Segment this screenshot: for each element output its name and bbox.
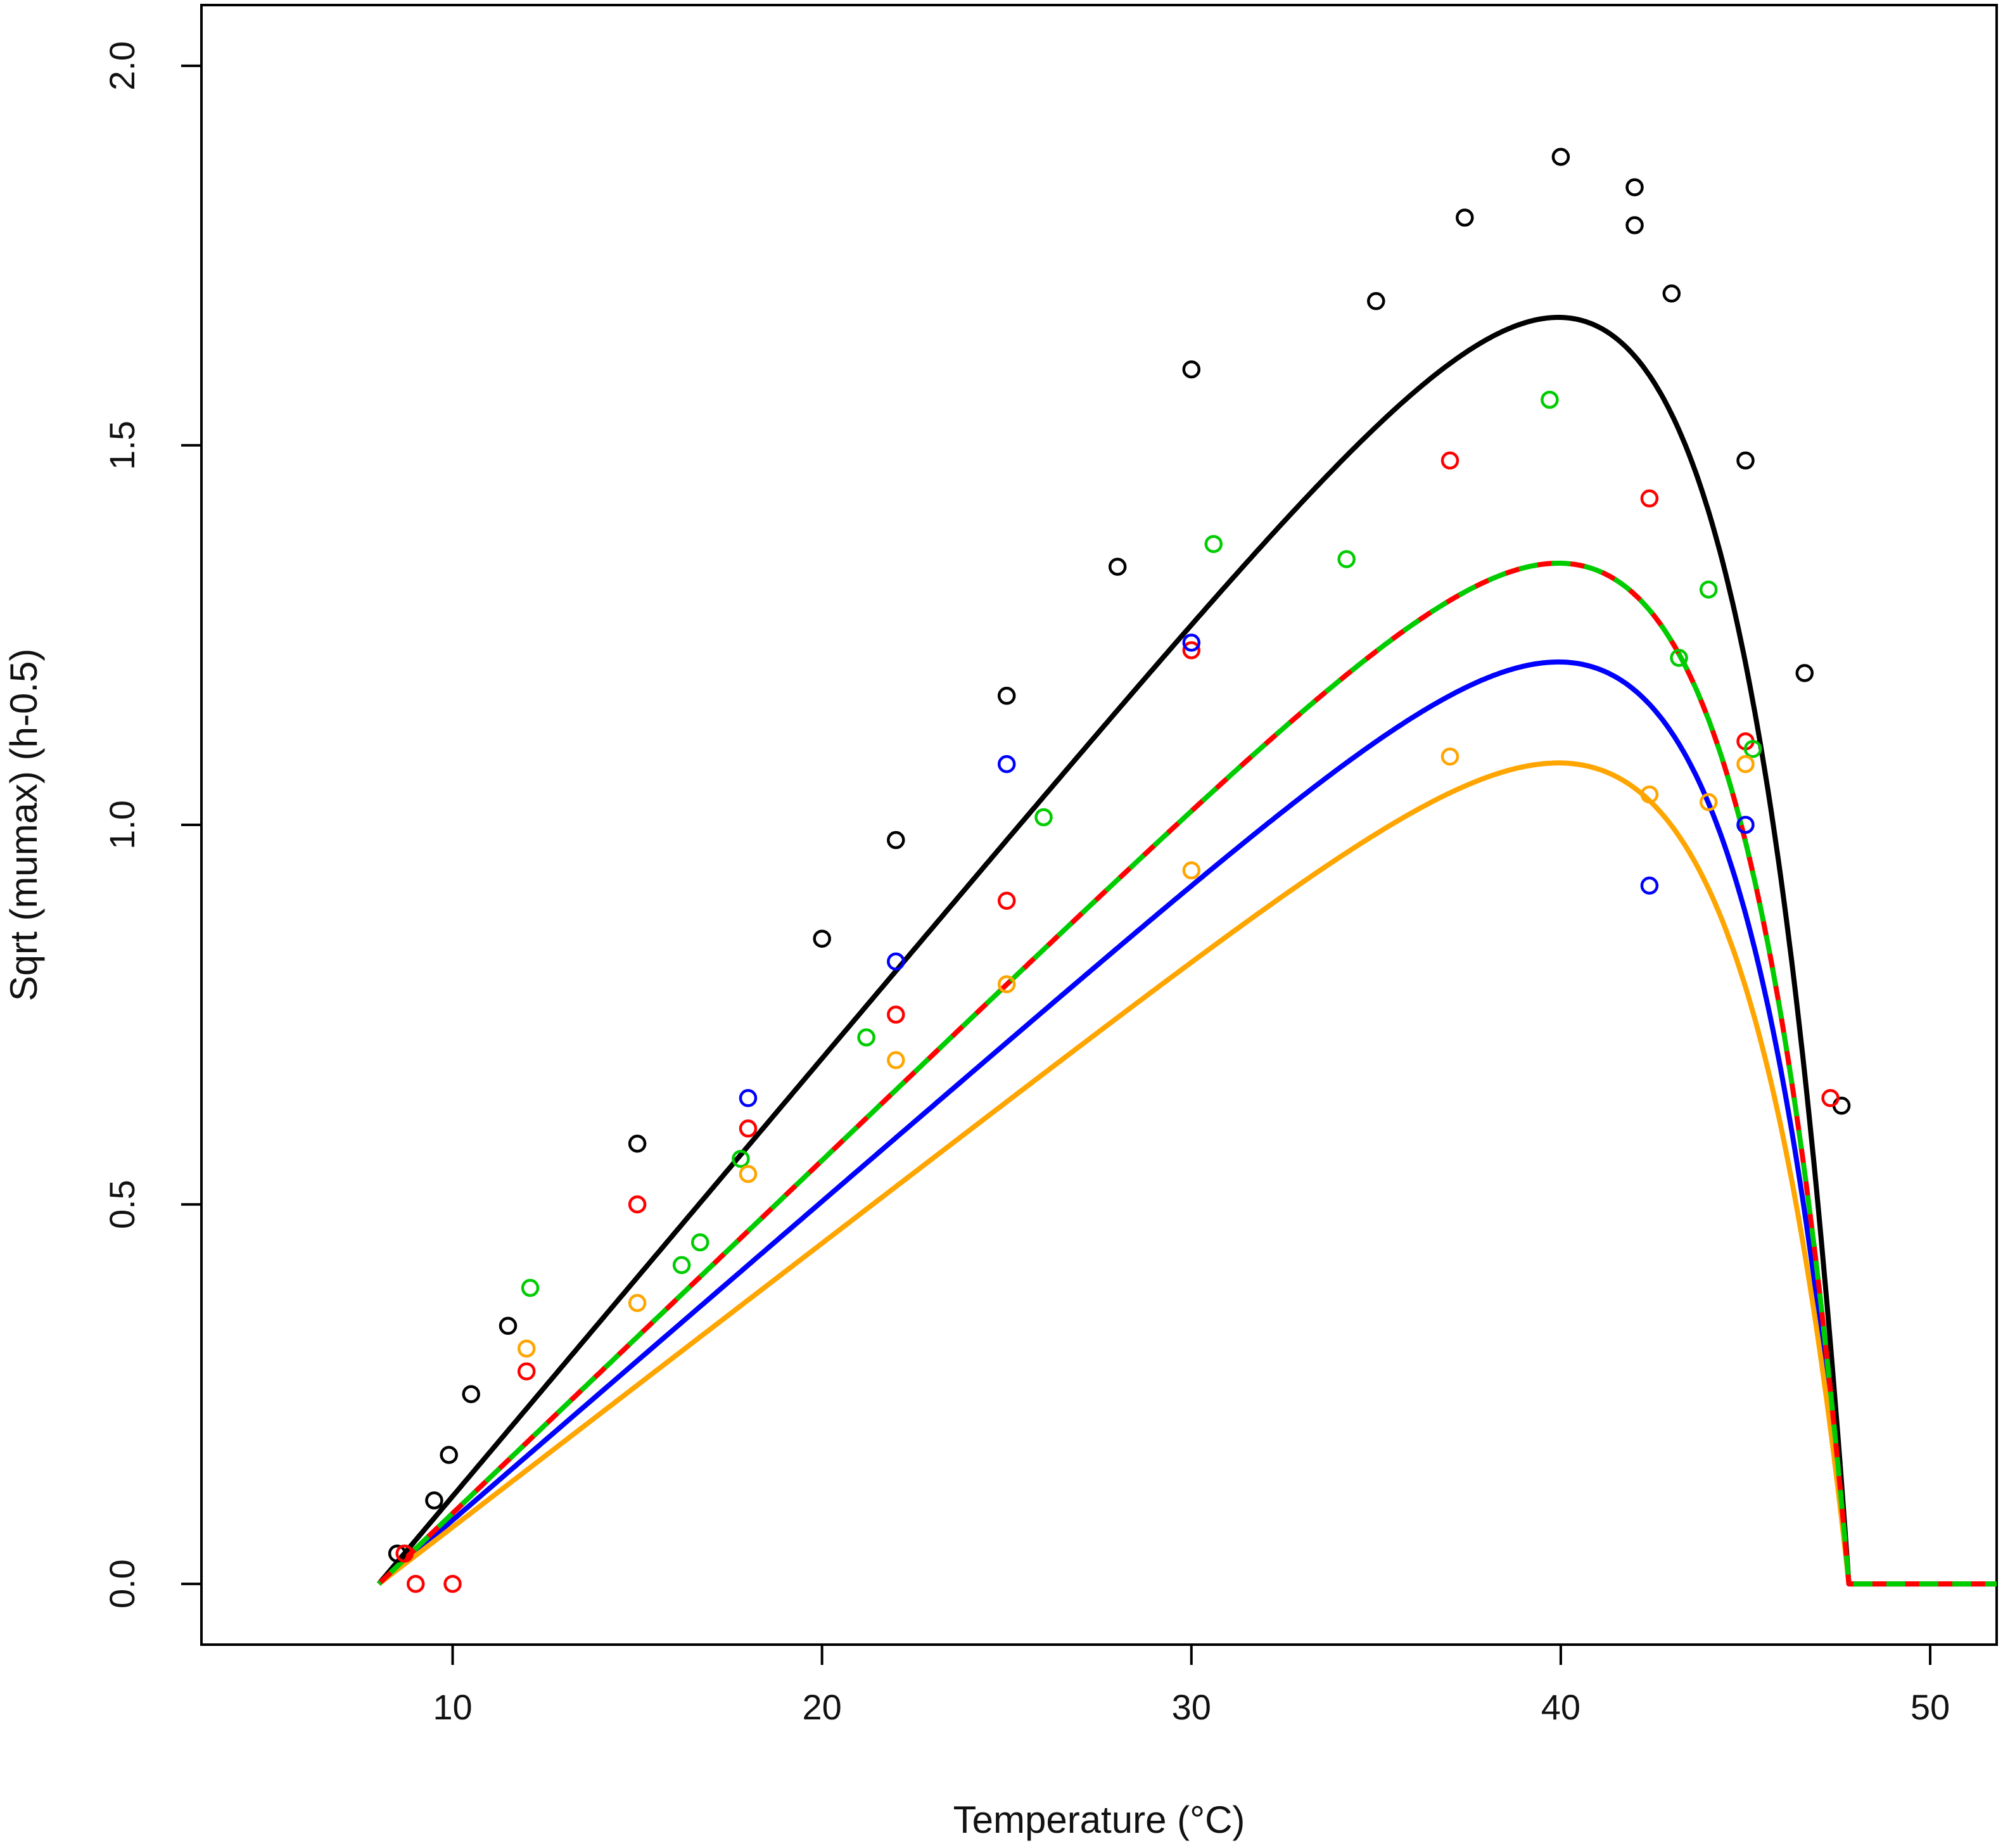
y-tick-label: 1.5: [102, 421, 142, 470]
y-tick-label: 1.0: [102, 800, 142, 850]
data-point: [1182, 861, 1201, 880]
data-point: [440, 1446, 458, 1464]
data-point: [628, 1195, 647, 1214]
data-point: [425, 1491, 443, 1510]
data-point: [1699, 793, 1718, 812]
data-point: [887, 1005, 905, 1024]
x-axis-title: Temperature (°C): [953, 1799, 1245, 1841]
data-point: [1034, 808, 1053, 827]
series-line: [377, 659, 1998, 1587]
series-line: [377, 561, 1998, 1587]
data-point: [672, 1256, 691, 1275]
data-point: [1640, 876, 1659, 895]
data-point: [732, 1149, 750, 1168]
data-point: [1182, 360, 1201, 379]
data-point: [813, 929, 831, 948]
data-point: [499, 1316, 518, 1335]
observed-points: [388, 148, 1851, 1593]
data-point: [1640, 785, 1659, 804]
data-point: [1456, 208, 1474, 227]
data-point: [997, 687, 1016, 705]
y-axis: 0.0 0.5 1.0 1.5 2.0: [102, 41, 201, 1609]
data-point: [406, 1574, 425, 1593]
data-point: [1440, 451, 1459, 470]
data-point: [1551, 148, 1570, 166]
data-point: [1367, 292, 1385, 310]
x-tick-label: 50: [1911, 1687, 1950, 1727]
x-tick-label: 20: [803, 1687, 842, 1727]
data-point: [997, 891, 1016, 910]
data-point: [1108, 558, 1127, 576]
data-point: [997, 975, 1016, 993]
series-line: [377, 561, 1998, 1587]
data-point: [462, 1385, 480, 1403]
data-point: [1182, 634, 1201, 652]
x-tick-label: 40: [1541, 1687, 1580, 1727]
data-point: [1736, 451, 1755, 470]
data-point: [1736, 755, 1755, 774]
data-point: [1440, 747, 1459, 766]
data-point: [1821, 1089, 1840, 1107]
data-point: [1743, 739, 1762, 758]
data-point: [857, 1028, 875, 1047]
y-tick-label: 0.5: [102, 1180, 142, 1229]
data-point: [739, 1119, 758, 1138]
data-point: [1625, 216, 1644, 234]
data-point: [517, 1339, 536, 1358]
data-point: [1541, 390, 1559, 409]
data-point: [395, 1544, 414, 1563]
series-line: [376, 314, 1998, 1587]
data-point: [1204, 535, 1223, 553]
data-point: [1795, 664, 1814, 682]
data-point: [1337, 550, 1356, 568]
y-tick-label: 2.0: [102, 41, 142, 91]
data-point: [1736, 815, 1755, 834]
data-point: [739, 1164, 758, 1183]
data-point: [690, 1233, 709, 1252]
data-point: [1662, 284, 1681, 303]
x-tick-label: 30: [1172, 1687, 1211, 1727]
data-point: [1640, 489, 1659, 508]
data-point: [1699, 580, 1718, 599]
plot-frame: [200, 4, 1998, 1646]
data-point: [887, 1051, 905, 1069]
data-point: [521, 1278, 540, 1297]
data-point: [388, 1544, 407, 1563]
data-point: [1625, 178, 1644, 196]
data-point: [739, 1089, 758, 1107]
data-point: [443, 1574, 462, 1593]
data-point: [887, 952, 905, 971]
data-point: [628, 1134, 647, 1153]
series-line: [377, 760, 1998, 1587]
x-tick-label: 10: [433, 1687, 472, 1727]
data-point: [997, 755, 1016, 774]
data-point: [887, 831, 905, 850]
x-axis: 10 20 30 40 50: [433, 1645, 1950, 1727]
y-tick-label: 0.0: [102, 1559, 142, 1609]
model-curves: [376, 314, 1998, 1587]
data-point: [1670, 649, 1688, 667]
y-axis-title: Sqrt (mumax) (h-0.5): [3, 649, 45, 1002]
data-point: [628, 1294, 647, 1313]
data-point: [517, 1362, 536, 1380]
data-point: [1182, 641, 1201, 660]
